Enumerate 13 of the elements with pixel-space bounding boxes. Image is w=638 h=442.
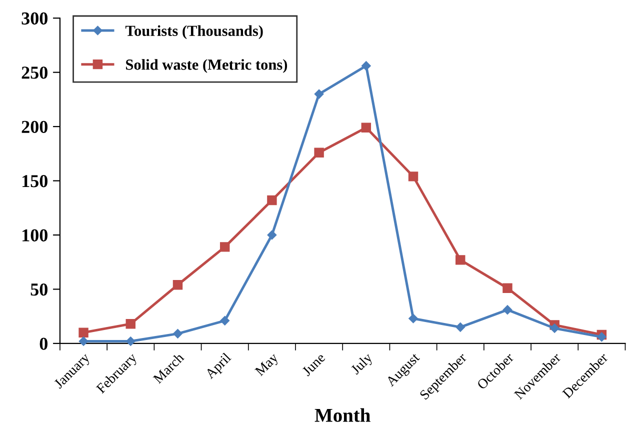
y-tick-label: 250 [22, 66, 48, 79]
x-tick-label: July [350, 352, 376, 377]
x-tick-label: June [302, 352, 326, 376]
y-tick-label: 150 [22, 175, 48, 188]
legend-label: Tourists (Thousands) [125, 25, 263, 40]
y-tick-label: 0 [40, 338, 48, 350]
x-axis-title: Month [314, 408, 370, 422]
x-tick-label: May [254, 352, 281, 378]
y-tick-label: 100 [22, 229, 48, 242]
y-tick-label: 50 [30, 283, 48, 296]
y-tick-label: 200 [22, 120, 48, 133]
y-tick-label: 300 [22, 12, 48, 25]
legend-label: Solid waste (Metric tons) [126, 59, 288, 73]
